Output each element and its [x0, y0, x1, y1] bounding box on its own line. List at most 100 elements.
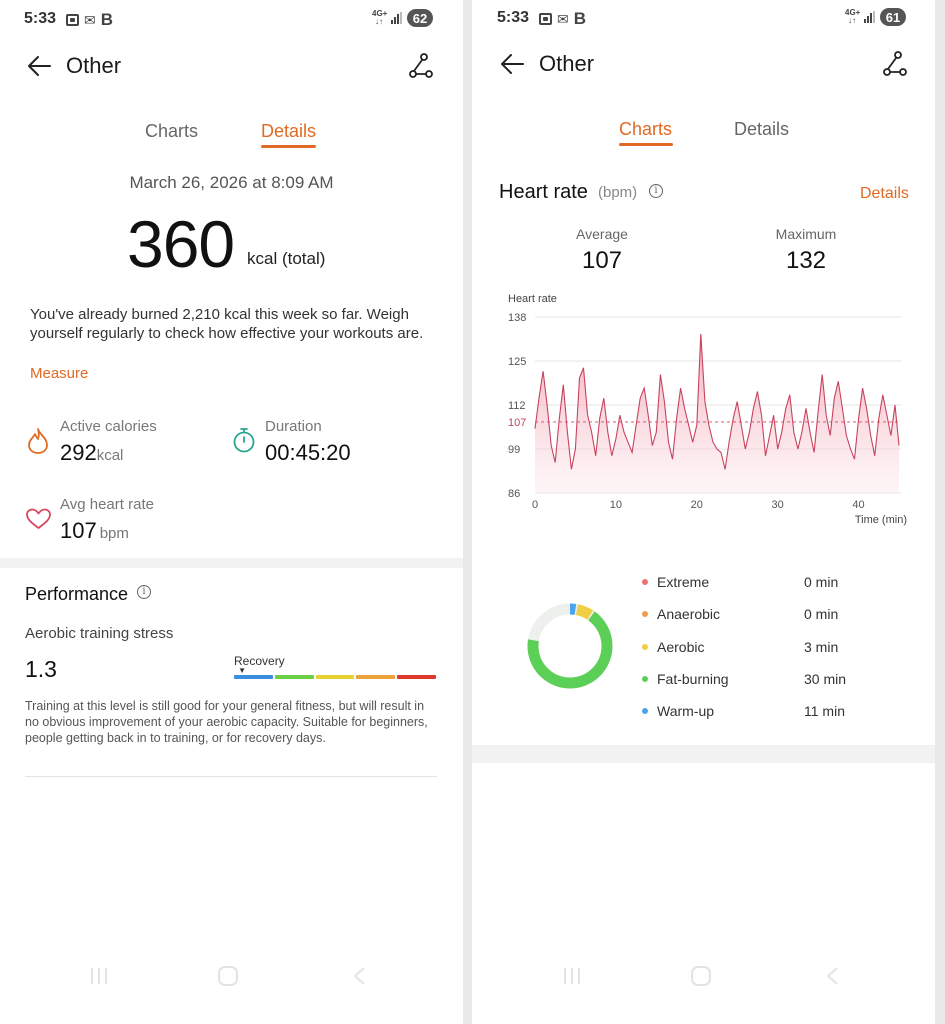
- y-tick-label: 125: [508, 356, 526, 368]
- nav-back-icon[interactable]: [822, 965, 844, 987]
- stopwatch-icon: [233, 428, 255, 453]
- tab-details-indicator: [261, 145, 316, 148]
- duration-label: Duration: [265, 418, 322, 435]
- performance-info-icon[interactable]: i: [137, 585, 151, 599]
- zone-duration: 0 min: [804, 574, 839, 590]
- avg-heart-rate: 107 bpm: [60, 518, 129, 544]
- back-arrow-icon[interactable]: [26, 53, 52, 79]
- zone-name: Aerobic: [657, 638, 705, 655]
- home-icon[interactable]: [690, 965, 712, 987]
- zone-row: Extreme: [642, 574, 709, 590]
- stress-scale-segment: [315, 675, 355, 679]
- page-title: Other: [539, 51, 595, 76]
- x-tick-label: 40: [852, 499, 864, 511]
- donut-segment: [527, 603, 613, 689]
- y-tick-label: 138: [508, 312, 526, 324]
- performance-description: Training at this level is still good for…: [25, 699, 428, 745]
- notification-letter: B: [573, 9, 587, 28]
- zone-name: Anaerobic: [657, 606, 721, 623]
- zone-row: Anaerobic: [642, 606, 720, 622]
- total-calories-unit: kcal (total): [247, 249, 326, 268]
- heart-rate-zone-donut: [527, 603, 613, 689]
- stress-scale-segment: [274, 675, 314, 679]
- network-type-icon: 4G+ ↓↑: [845, 8, 861, 25]
- chart-y-label: Heart rate: [508, 293, 557, 305]
- active-calories-unit: kcal: [96, 447, 124, 464]
- zone-color-dot: [642, 675, 648, 682]
- active-calories-label: Active calories: [60, 418, 157, 435]
- x-tick-label: 30: [772, 499, 784, 511]
- status-notification-icons: ✉ B: [539, 9, 586, 29]
- recent-apps-icon[interactable]: [561, 965, 583, 987]
- average-marker-label: 107: [508, 417, 526, 429]
- zone-row: Fat-burning: [642, 671, 729, 687]
- home-icon[interactable]: [217, 965, 239, 987]
- notification-letter: B: [100, 10, 114, 29]
- tab-charts[interactable]: Charts: [145, 121, 199, 141]
- aerobic-stress-value: 1.3: [25, 656, 57, 682]
- signal-icon: [391, 12, 402, 24]
- zone-name: Warm-up: [657, 703, 715, 720]
- flame-icon: [28, 428, 48, 454]
- measure-link[interactable]: Measure: [30, 365, 89, 382]
- zone-color-dot: [642, 611, 648, 618]
- donut-segment: [527, 603, 613, 689]
- status-time: 5:33: [24, 10, 57, 27]
- heart-rate-info-icon[interactable]: i: [649, 184, 663, 198]
- stress-scale-segment: [356, 675, 396, 679]
- status-system-icons: 4G+ ↓↑ 62: [372, 9, 433, 27]
- heart-rate-chart: Heart rate 86 99 112 125 138 0 10 20 30 40 107 Tim…: [508, 293, 907, 526]
- aerobic-stress-label: Aerobic training stress: [25, 625, 174, 642]
- weekly-message: You've already burned 2,210 kcal this we…: [30, 306, 424, 342]
- route-icon[interactable]: [881, 50, 909, 78]
- x-tick-label: 20: [691, 499, 703, 511]
- heart-rate-unit: (bpm): [598, 184, 638, 201]
- average-label: Average: [576, 226, 628, 242]
- stress-scale-segment: [234, 675, 273, 679]
- tab-details[interactable]: Details: [734, 119, 790, 139]
- tab-charts[interactable]: Charts: [619, 119, 673, 139]
- avg-heart-rate-value: 107: [60, 518, 97, 543]
- avg-heart-rate-label: Avg heart rate: [60, 496, 154, 513]
- gmail-icon: ✉: [84, 11, 96, 28]
- gmail-icon: ✉: [557, 10, 569, 27]
- charts-screen: 5:33 ✉ B 4G+ ↓↑ 61 Other Charts Details H…: [472, 0, 935, 1024]
- section-divider: [0, 558, 463, 568]
- x-tick-label: 0: [532, 499, 538, 511]
- stress-scale-segment: [397, 675, 436, 679]
- performance-title: Performance: [25, 584, 129, 604]
- zone-color-dot: [642, 643, 648, 650]
- tab-details[interactable]: Details: [261, 121, 317, 141]
- heart-rate-details-link[interactable]: Details: [860, 185, 909, 202]
- chart-x-label: Time (min): [855, 514, 907, 526]
- network-type-icon: 4G+ ↓↑: [372, 9, 388, 26]
- zone-row: Aerobic: [642, 639, 704, 655]
- recent-apps-icon[interactable]: [88, 965, 110, 987]
- nav-back-icon[interactable]: [349, 965, 371, 987]
- heart-rate-line: [534, 333, 900, 470]
- status-system-icons: 4G+ ↓↑ 61: [845, 8, 906, 26]
- stress-scale-bar: [234, 675, 436, 679]
- route-icon[interactable]: [407, 52, 435, 80]
- workout-datetime: March 26, 2026 at 8:09 AM: [129, 173, 334, 192]
- heart-rate-title: Heart rate: [499, 181, 588, 203]
- tab-charts-indicator: [619, 143, 673, 146]
- x-tick-label: 10: [610, 499, 622, 511]
- y-tick-label: 99: [508, 444, 520, 456]
- signal-icon: [864, 11, 875, 23]
- zone-duration: 30 min: [804, 670, 847, 687]
- zone-name: Fat-burning: [657, 670, 729, 687]
- heart-rate-area: [535, 333, 899, 493]
- status-notification-icons: ✉ B: [66, 10, 113, 30]
- total-calories-value: 360: [127, 207, 235, 281]
- screenshot-icon: [539, 13, 552, 25]
- active-calories-value: 292: [60, 440, 97, 465]
- y-tick-label: 86: [508, 488, 520, 500]
- details-screen: 5:33 ✉ B 4G+ ↓↑ 62 Other Charts Details M…: [0, 0, 463, 1024]
- active-calories: 292kcal: [60, 440, 123, 466]
- stress-scale-label: Recovery: [234, 654, 285, 668]
- back-arrow-icon[interactable]: [499, 51, 525, 77]
- average-value: 107: [581, 247, 623, 274]
- battery-icon: 62: [407, 9, 433, 27]
- heart-icon: [26, 508, 51, 529]
